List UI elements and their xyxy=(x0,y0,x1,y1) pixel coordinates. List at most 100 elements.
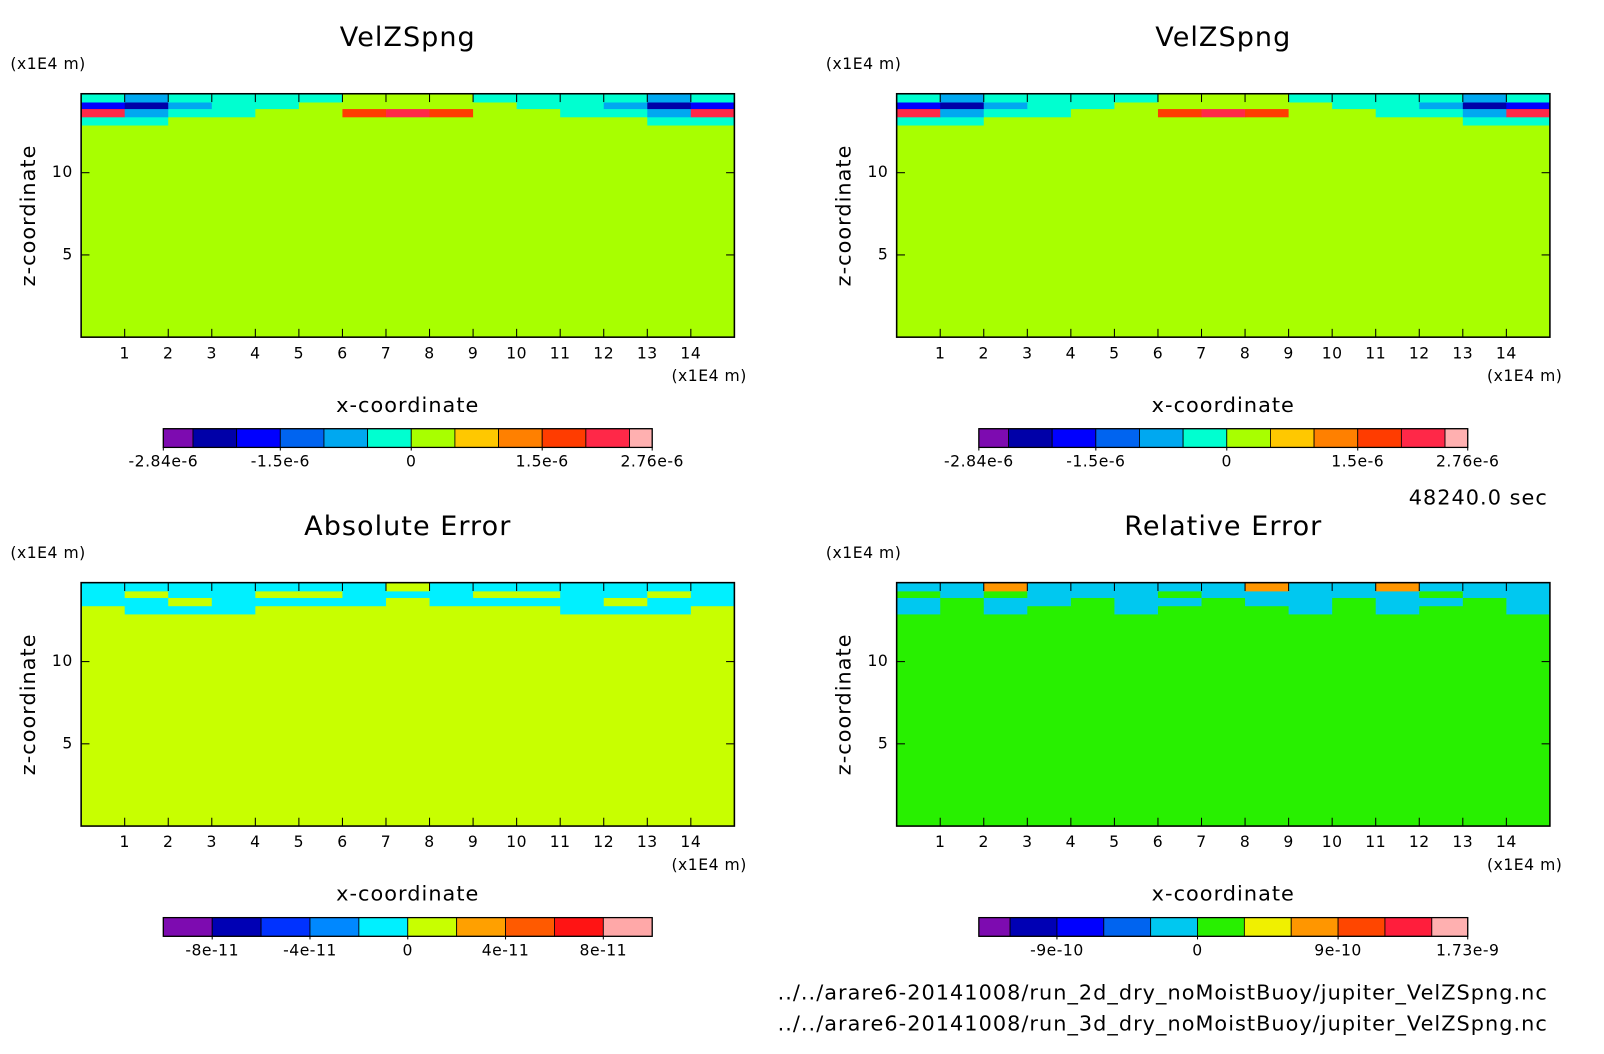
contour-cell xyxy=(1419,108,1464,118)
contour-cell xyxy=(1462,116,1507,126)
colorbar-segment xyxy=(367,428,412,448)
colorbar-frame xyxy=(978,428,1469,449)
contour-cell xyxy=(603,582,648,592)
contour-cell xyxy=(896,613,941,827)
contour-cell xyxy=(81,116,126,126)
contour-cell xyxy=(983,613,1028,827)
colorbar-tick-label: 1.5e-6 xyxy=(516,452,569,470)
contour-cell xyxy=(516,108,561,118)
x-tick-label: 14 xyxy=(680,833,701,851)
contour-cell xyxy=(983,108,1028,118)
contour-cell xyxy=(560,101,605,110)
contour-cell xyxy=(983,116,1028,126)
colorbar-tick-label: 0 xyxy=(1192,941,1202,959)
x-tick-label: 6 xyxy=(337,344,347,362)
contour-cell xyxy=(385,116,431,126)
colorbar-segment xyxy=(1009,917,1058,937)
contour-cell xyxy=(429,101,474,110)
x-tick-label: 4 xyxy=(1066,833,1076,851)
x-tick-label: 5 xyxy=(294,833,304,851)
contour-cell xyxy=(1114,597,1159,607)
contour-cell xyxy=(1375,108,1420,118)
colorbar-segment xyxy=(1226,428,1271,448)
contour-cell xyxy=(1245,597,1290,607)
contour-cell xyxy=(1070,613,1115,827)
file-path: ../../arare6-20141008/run_3d_dry_noMoist… xyxy=(778,1012,1548,1036)
x-tick-label: 13 xyxy=(1452,344,1473,362)
contour-cell xyxy=(168,613,213,827)
contour-cell xyxy=(1201,590,1246,598)
contour-cell xyxy=(603,125,648,338)
y-axis-label: z-coordinate xyxy=(16,633,40,775)
contour-cell xyxy=(1332,101,1377,110)
x-tick-label: 12 xyxy=(1409,344,1430,362)
contour-cell xyxy=(647,108,692,118)
contour-cell xyxy=(298,590,343,598)
y-axis-label: z-coordinate xyxy=(832,145,856,287)
contour-cell xyxy=(124,605,169,615)
contour-cell xyxy=(168,125,213,338)
contour-cell xyxy=(896,597,941,607)
contour-cell xyxy=(560,116,605,126)
contour-cell xyxy=(298,108,343,118)
colorbar-segment xyxy=(554,917,604,937)
contour-cell xyxy=(1419,590,1464,598)
panel-title: Absolute Error xyxy=(304,511,511,542)
x-tick-label: 11 xyxy=(1365,344,1386,362)
contour-cell xyxy=(896,605,941,615)
x-unit: (x1E4 m) xyxy=(1487,856,1562,874)
contour-cell xyxy=(1462,613,1507,827)
file-path: ../../arare6-20141008/run_2d_dry_noMoist… xyxy=(778,981,1548,1005)
colorbar-tick-label: 8e-11 xyxy=(580,941,628,959)
contour-cell xyxy=(342,93,387,103)
contour-cell xyxy=(81,597,126,607)
contour-cell xyxy=(342,605,387,615)
contour-cell xyxy=(647,101,692,110)
x-tick-label: 5 xyxy=(1109,344,1119,362)
contour-cell xyxy=(983,125,1028,338)
contour-cell xyxy=(81,125,126,338)
colorbar-segment xyxy=(498,428,543,448)
contour-cell xyxy=(473,93,518,103)
contour-cell xyxy=(1332,582,1377,592)
x-tick-label: 13 xyxy=(637,833,658,851)
contour-cell xyxy=(896,93,941,103)
x-tick-label: 5 xyxy=(1109,833,1119,851)
contour-cell xyxy=(1245,108,1290,118)
colorbar-segment xyxy=(1051,428,1097,448)
contour-cell xyxy=(603,116,648,126)
contour-cell xyxy=(1462,597,1507,607)
colorbar-tick-label: 1.73e-9 xyxy=(1436,941,1500,959)
contour-cell xyxy=(255,101,300,110)
colorbar-frame xyxy=(162,428,653,449)
contour-cell xyxy=(211,116,256,126)
contour-cell xyxy=(516,590,561,598)
contour-cell xyxy=(1506,93,1551,103)
y-unit: (x1E4 m) xyxy=(826,55,901,73)
contour-cell xyxy=(1070,597,1115,607)
contour-cell xyxy=(298,101,343,110)
colorbar-segment xyxy=(1103,917,1152,937)
contour-cell xyxy=(473,613,518,827)
contour-cell xyxy=(1332,93,1377,103)
contour-cell xyxy=(1114,116,1159,126)
contour-cell xyxy=(429,116,474,126)
contour-cell xyxy=(1157,101,1203,110)
x-tick-label: 1 xyxy=(935,833,945,851)
contour-cell xyxy=(211,101,256,110)
contour-cell xyxy=(1288,590,1333,598)
contour-cell xyxy=(647,613,692,827)
y-unit: (x1E4 m) xyxy=(10,544,85,562)
contour-cell xyxy=(81,613,126,827)
colorbar-frame xyxy=(978,916,1469,937)
contour-cell xyxy=(298,605,343,615)
contour-cell xyxy=(1114,605,1159,615)
contour-cell xyxy=(211,582,256,592)
contour-cell xyxy=(1462,605,1507,615)
contour-cell xyxy=(983,597,1028,607)
x-tick-label: 8 xyxy=(1240,344,1250,362)
colorbar-segment xyxy=(1444,428,1469,448)
contour-cell xyxy=(1157,108,1203,118)
x-tick-label: 9 xyxy=(1283,344,1293,362)
